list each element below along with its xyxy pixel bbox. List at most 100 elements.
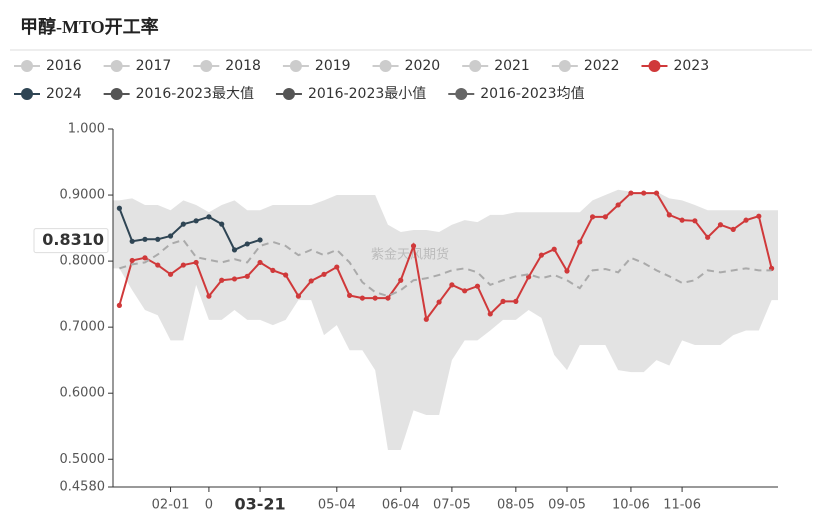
point	[730, 226, 736, 232]
legend-label: 2016-2023最小值	[308, 86, 426, 102]
legend-item[interactable]: 2021	[462, 58, 530, 74]
point	[283, 272, 289, 278]
point	[244, 241, 250, 247]
legend-label: 2016-2023均值	[480, 86, 584, 102]
point	[129, 238, 135, 244]
point	[679, 217, 685, 223]
point	[666, 212, 672, 218]
point	[193, 218, 199, 224]
x-tick-label: 07-05	[433, 498, 471, 513]
point	[308, 278, 314, 284]
point	[231, 247, 238, 253]
point	[385, 295, 391, 301]
legend-item[interactable]: 2016-2023均值	[448, 86, 585, 102]
legend-dot	[21, 88, 33, 100]
point	[142, 236, 148, 242]
x-tick-label: 06-04	[382, 498, 420, 513]
y-pointer-box	[33, 228, 109, 254]
legend-item[interactable]: 2018	[193, 58, 261, 74]
legend-item[interactable]: 2016	[14, 58, 82, 74]
point	[206, 293, 212, 299]
point	[705, 234, 711, 240]
point	[372, 295, 378, 301]
mean-line	[119, 238, 772, 298]
point	[756, 213, 762, 219]
legend-label: 2023	[673, 58, 709, 74]
legend-dot	[289, 60, 302, 72]
point	[551, 246, 557, 252]
point	[526, 274, 532, 280]
legend-item[interactable]: 2016-2023最大值	[103, 86, 254, 102]
x-pointer-box	[230, 493, 291, 520]
y-tick-label: 0.4580	[60, 480, 106, 495]
point	[219, 221, 225, 227]
legend-item[interactable]: 2017	[103, 58, 172, 74]
legend-item[interactable]: 2019	[282, 58, 351, 74]
point	[462, 288, 468, 294]
legend-dot	[282, 88, 295, 100]
chart-title: 甲醇-MTO开工率	[20, 16, 159, 37]
legend-dot	[455, 88, 468, 100]
point	[500, 298, 506, 304]
point	[167, 271, 174, 277]
x-tick-label: 0	[205, 498, 213, 513]
legend-label: 2017	[136, 58, 172, 74]
point	[155, 236, 161, 242]
point	[398, 277, 404, 283]
point	[231, 276, 238, 282]
legend-label: 2024	[46, 86, 82, 102]
y-tick-label: 0.6000	[60, 386, 106, 401]
point	[628, 190, 634, 196]
point	[449, 282, 455, 288]
x-tick-label: 02-01	[152, 498, 190, 513]
x-tick-label: 09-05	[548, 498, 586, 513]
y-tick-label: 1.000	[68, 122, 105, 137]
point	[577, 239, 583, 245]
point	[615, 202, 621, 208]
band-bottom	[113, 268, 778, 487]
y-tick-label: 0.7000	[60, 320, 106, 335]
series-line	[118, 192, 773, 322]
point	[116, 205, 122, 211]
legend-item[interactable]: 2023	[641, 58, 709, 74]
legend-dot	[110, 60, 123, 72]
point	[321, 271, 327, 277]
point	[564, 268, 570, 274]
point	[641, 190, 647, 196]
y-tick-label: 0.8000	[60, 254, 106, 269]
point	[589, 214, 596, 220]
legend-label: 2019	[315, 58, 351, 74]
legend-dot	[648, 60, 661, 72]
legend-label: 2022	[584, 58, 620, 74]
point	[244, 273, 250, 279]
point	[129, 257, 135, 264]
point	[155, 262, 161, 268]
point	[257, 237, 263, 243]
legend-dot	[21, 60, 33, 72]
point	[487, 311, 493, 317]
point	[513, 298, 519, 304]
point	[180, 262, 186, 268]
point	[116, 302, 122, 308]
legend-item[interactable]: 2020	[372, 58, 441, 74]
legend-dot	[469, 60, 482, 72]
point	[602, 214, 608, 220]
legend-label: 2020	[405, 58, 441, 74]
legend-label: 2016-2023最大值	[136, 86, 254, 102]
legend-item[interactable]: 2016-2023最小值	[275, 86, 426, 102]
legend-item[interactable]: 2024	[14, 86, 82, 102]
legend-item[interactable]: 2022	[551, 58, 620, 74]
point	[410, 243, 417, 249]
legend-label: 2016	[46, 58, 82, 74]
y-pointer-label: 0.8310	[42, 230, 104, 249]
legend-label: 2018	[225, 58, 261, 74]
point	[193, 259, 199, 266]
point	[206, 214, 212, 220]
point	[270, 267, 276, 273]
legend-dot	[558, 60, 571, 72]
point	[167, 233, 174, 239]
x-tick-label: 05-04	[318, 498, 356, 513]
x-tick-label: 10-06	[612, 498, 650, 513]
y-tick-label: 0.9000	[60, 188, 106, 203]
